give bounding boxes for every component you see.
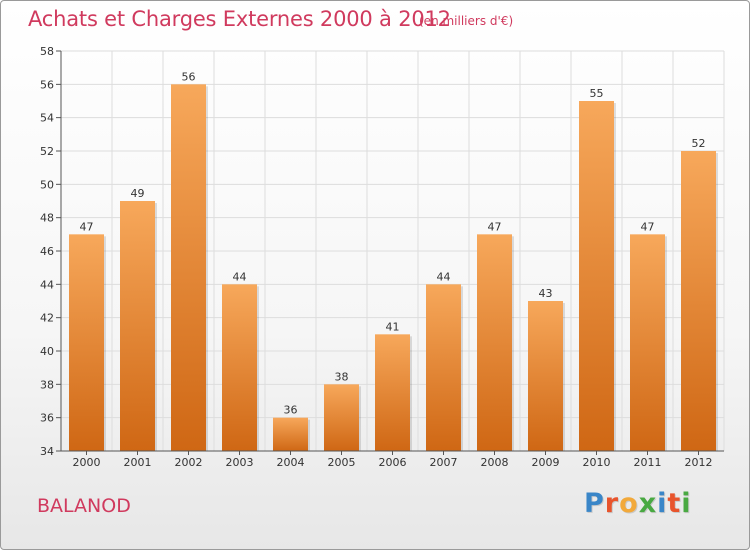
- data-label: 56: [182, 70, 196, 83]
- x-tick-label: 2003: [226, 456, 254, 469]
- y-tick-label: 50: [40, 178, 54, 191]
- x-tick-label: 2011: [634, 456, 662, 469]
- axes: 34 36 38 40 42 44 46 48 50 52 54 56 58 2000 2001 2002 20…: [40, 45, 724, 469]
- bar: [324, 384, 359, 451]
- logo-letter: i: [681, 488, 692, 519]
- bar: [171, 84, 206, 451]
- bar: [375, 334, 410, 451]
- x-tick-label: 2001: [124, 456, 152, 469]
- logo-letter: P: [584, 488, 605, 519]
- y-tick-label: 34: [40, 445, 54, 458]
- bar: [222, 284, 257, 451]
- y-tick-label: 40: [40, 345, 54, 358]
- data-label: 55: [590, 87, 604, 100]
- y-tick-label: 52: [40, 145, 54, 158]
- logo-letter: o: [619, 488, 639, 519]
- bar: [273, 417, 308, 451]
- x-tick-label: 2008: [481, 456, 509, 469]
- bar: [630, 234, 665, 451]
- y-tick-label: 38: [40, 378, 54, 391]
- y-tick-label: 48: [40, 212, 54, 225]
- data-label: 47: [488, 220, 502, 233]
- data-label: 38: [335, 370, 349, 383]
- logo-letter: i: [657, 488, 668, 519]
- x-tick-label: 2007: [430, 456, 458, 469]
- x-tick-label: 2002: [175, 456, 203, 469]
- y-tick-label: 42: [40, 312, 54, 325]
- x-tick-label: 2005: [328, 456, 356, 469]
- location-label: BALANOD: [37, 495, 131, 517]
- data-label: 49: [131, 187, 145, 200]
- y-tick-label: 46: [40, 245, 54, 258]
- proxiti-logo: Proxiti: [584, 488, 692, 519]
- y-tick-label: 54: [40, 112, 54, 125]
- data-label: 44: [437, 270, 451, 283]
- chart-subtitle: (en milliers d'€): [419, 14, 514, 28]
- bar: [681, 151, 716, 451]
- bars: 47 49 56 44 36 38 41 44 47 43 55 47 52: [69, 70, 718, 451]
- y-tick-label: 58: [40, 45, 54, 58]
- bar: [579, 101, 614, 451]
- chart-title: Achats et Charges Externes 2000 à 2012: [28, 7, 451, 31]
- data-label: 36: [284, 404, 298, 417]
- x-tick-label: 2012: [685, 456, 713, 469]
- y-tick-label: 56: [40, 78, 54, 91]
- bar: [528, 301, 563, 451]
- x-tick-label: 2009: [532, 456, 560, 469]
- logo-letter: x: [638, 488, 658, 519]
- x-tick-label: 2010: [583, 456, 611, 469]
- data-label: 47: [641, 220, 655, 233]
- bar: [69, 234, 104, 451]
- x-tick-label: 2006: [379, 456, 407, 469]
- data-label: 44: [233, 270, 247, 283]
- x-tick-label: 2000: [73, 456, 101, 469]
- data-label: 52: [692, 137, 706, 150]
- logo-letter: r: [604, 488, 620, 519]
- logo-letter: t: [667, 488, 682, 519]
- bar: [426, 284, 461, 451]
- data-label: 43: [539, 287, 553, 300]
- data-label: 47: [80, 220, 94, 233]
- bar: [120, 201, 155, 451]
- y-tick-label: 44: [40, 278, 54, 291]
- x-tick-label: 2004: [277, 456, 305, 469]
- y-tick-label: 36: [40, 412, 54, 425]
- bar: [477, 234, 512, 451]
- data-label: 41: [386, 320, 400, 333]
